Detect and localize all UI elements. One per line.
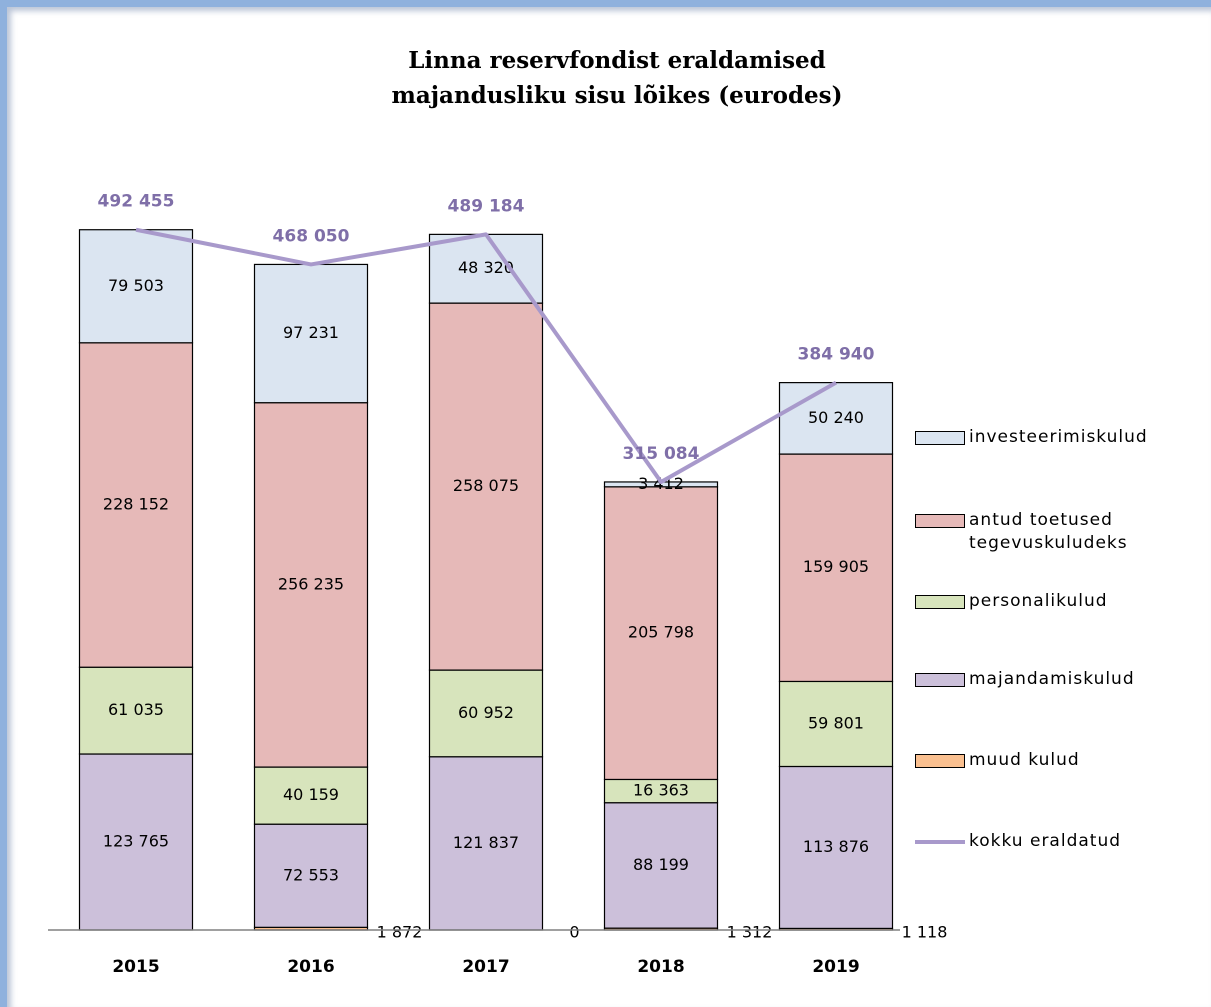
bar-segment — [603, 802, 719, 929]
bar-segment — [78, 342, 194, 668]
bar-segment — [78, 666, 194, 755]
bar-segment — [428, 233, 544, 304]
data-label: 0 — [569, 923, 579, 942]
data-label: 48 320 — [458, 258, 514, 277]
data-label: 72 553 — [283, 865, 339, 884]
x-tick-label: 2019 — [812, 957, 859, 977]
data-label: 79 503 — [108, 276, 164, 295]
data-label: 123 765 — [103, 832, 169, 851]
legend-label: kokku eraldatud — [969, 831, 1122, 851]
data-label: 40 159 — [283, 785, 339, 804]
legend-swatch — [915, 514, 965, 528]
total-label: 315 084 — [623, 444, 700, 464]
legend-label: personalikulud — [969, 591, 1108, 611]
bar-segment — [428, 302, 544, 671]
data-label: 59 801 — [808, 713, 864, 732]
data-label: 258 075 — [453, 476, 519, 495]
data-label: 205 798 — [628, 623, 694, 642]
legend-item: muud kulud — [915, 749, 1189, 772]
legend-item: personalikulud — [915, 590, 1189, 613]
data-label: 50 240 — [808, 408, 864, 427]
x-tick-label: 2015 — [112, 957, 159, 977]
data-label: 97 231 — [283, 323, 339, 342]
data-label: 16 363 — [633, 781, 689, 800]
x-tick-label: 2016 — [287, 957, 334, 977]
data-label: 228 152 — [103, 494, 169, 513]
data-label: 159 905 — [803, 557, 869, 576]
bar-segment — [428, 756, 544, 931]
total-label: 468 050 — [273, 226, 350, 246]
legend-item: kokku eraldatud — [915, 830, 1189, 853]
legend-label: muud kulud — [969, 750, 1080, 770]
bar-segment — [78, 753, 194, 931]
total-line — [135, 227, 837, 484]
x-tick-label: 2017 — [462, 957, 509, 977]
data-label: 1 312 — [727, 923, 773, 942]
bar-segment — [778, 680, 894, 768]
data-label: 60 952 — [458, 703, 514, 722]
data-label: 113 876 — [803, 837, 869, 856]
total-label: 492 455 — [98, 192, 175, 212]
data-label: 1 872 — [377, 923, 423, 942]
data-label: 256 235 — [278, 574, 344, 593]
bar-segment — [253, 766, 369, 825]
bar-segment — [778, 382, 894, 455]
total-label: 384 940 — [798, 345, 875, 365]
legend-swatch — [915, 595, 965, 609]
legend-swatch — [915, 840, 965, 844]
bar-segment — [603, 486, 719, 781]
bar-segment — [778, 453, 894, 683]
legend-label: antud toetused tegevuskuludeks — [969, 510, 1128, 553]
chart-title: majandusliku sisu lõikes (eurodes) — [391, 82, 842, 109]
legend-item: investeerimiskulud — [915, 426, 1189, 449]
legend-label: investeerimiskulud — [969, 427, 1148, 447]
legend-swatch — [915, 673, 965, 687]
total-label: 489 184 — [448, 196, 525, 216]
data-label: 61 035 — [108, 700, 164, 719]
legend-label: majandamiskulud — [969, 669, 1135, 689]
bar-segment — [428, 669, 544, 758]
legend-item: majandamiskulud — [915, 668, 1189, 691]
legend-item: antud toetused tegevuskuludeks — [915, 509, 1139, 555]
chart-title: Linna reservfondist eraldamised — [408, 47, 826, 74]
bar-segment — [778, 765, 894, 930]
data-label: 88 199 — [633, 855, 689, 874]
legend-swatch — [915, 754, 965, 768]
data-label: 1 118 — [902, 923, 948, 942]
data-label: 121 837 — [453, 833, 519, 852]
bar-segment — [253, 823, 369, 928]
bar-segment — [253, 402, 369, 768]
x-tick-label: 2018 — [637, 957, 684, 977]
legend-swatch — [915, 431, 965, 445]
